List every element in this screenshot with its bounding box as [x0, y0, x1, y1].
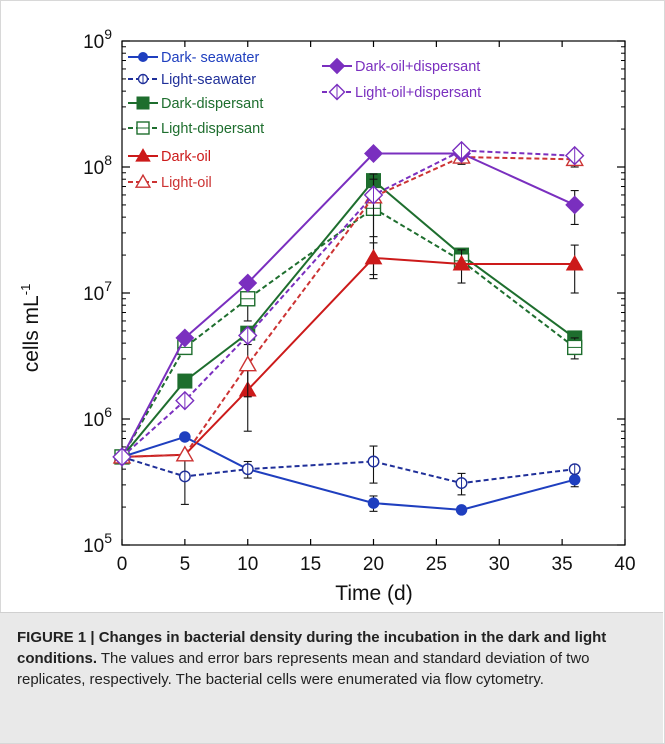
- y-tick-label: 106: [83, 404, 112, 431]
- y-tick-label-exponent: 9: [104, 26, 112, 42]
- legend-marker: [134, 173, 152, 188]
- y-tick-label-base: 10: [83, 410, 104, 431]
- x-tick-label: 35: [552, 554, 573, 575]
- y-tick-label-base: 10: [83, 284, 104, 305]
- series-line: [121, 207, 576, 458]
- x-tick-label: 25: [426, 554, 447, 575]
- x-tick-label: 15: [300, 554, 321, 575]
- y-tick-label: 108: [83, 152, 112, 179]
- legend-marker: [136, 96, 150, 110]
- legend-label: Dark-dispersant: [161, 96, 263, 112]
- y-axis-title-exponent: -1: [18, 284, 33, 296]
- y-tick-label-exponent: 8: [104, 152, 112, 168]
- data-point: [565, 254, 584, 271]
- x-tick-label: 40: [614, 554, 635, 575]
- caption-lead: FIGURE 1 | Changes in bacterial density …: [17, 629, 607, 667]
- legend-item: Light-seawater: [128, 72, 256, 88]
- legend-label: Light-oil+dispersant: [355, 85, 481, 101]
- legend-label: Dark-oil: [161, 149, 211, 165]
- y-axis-title: cells mL-1: [18, 284, 43, 373]
- legend-item: Light-oil: [128, 173, 212, 191]
- legend-item: Dark-oil: [128, 148, 211, 165]
- data-point: [238, 355, 258, 372]
- series-3: [114, 178, 583, 465]
- series-1: [116, 445, 581, 505]
- legend-item: Dark-dispersant: [128, 96, 263, 112]
- y-tick-label-exponent: 6: [104, 404, 112, 420]
- x-tick-label: 0: [117, 554, 128, 575]
- legend-label: Light-dispersant: [161, 121, 264, 137]
- series-7: [112, 140, 585, 467]
- legend-label: Light-seawater: [161, 72, 256, 88]
- legend-marker: [328, 57, 346, 75]
- series-line: [121, 152, 576, 458]
- legend-label: Dark-oil+dispersant: [355, 59, 480, 75]
- data-point: [367, 497, 380, 509]
- y-tick-label-base: 10: [83, 32, 104, 53]
- series-line: [121, 156, 575, 458]
- legend-label: Dark- seawater: [161, 50, 259, 66]
- y-tick-label: 105: [83, 530, 112, 557]
- legend-marker: [138, 52, 148, 62]
- caption-box: FIGURE 1 | Changes in bacterial density …: [0, 612, 663, 743]
- y-tick-label-base: 10: [83, 158, 104, 179]
- legend-item: Light-oil+dispersant: [322, 83, 481, 101]
- data-point: [565, 195, 585, 215]
- data-point: [177, 373, 193, 389]
- y-axis-title-base: cells mL: [20, 295, 43, 372]
- x-tick-label: 10: [237, 554, 258, 575]
- x-tick-label: 30: [489, 554, 510, 575]
- series-5: [112, 147, 584, 464]
- data-point: [568, 473, 581, 486]
- data-point: [175, 328, 195, 348]
- figure-caption: FIGURE 1 | Changes in bacterial density …: [17, 627, 647, 690]
- data-point: [364, 144, 383, 163]
- series-6: [112, 144, 585, 467]
- y-tick-label-base: 10: [83, 536, 104, 557]
- series-2: [114, 173, 583, 465]
- data-point: [179, 431, 191, 443]
- legend-item: Dark- seawater: [128, 50, 259, 66]
- legend-item: Light-dispersant: [128, 121, 264, 137]
- y-tick-label: 109: [83, 26, 112, 53]
- y-tick-label-exponent: 5: [104, 530, 112, 546]
- data-point: [455, 504, 468, 516]
- data-point: [175, 445, 195, 462]
- series-line: [121, 179, 576, 458]
- x-axis-title: Time (d): [335, 582, 412, 605]
- caption-body: The values and error bars represents mea…: [17, 650, 590, 688]
- legend-label: Light-oil: [161, 175, 212, 191]
- x-tick-label: 20: [363, 554, 384, 575]
- data-point: [238, 273, 258, 293]
- legend-marker: [135, 148, 151, 162]
- data-point: [452, 254, 471, 271]
- x-tick-label: 5: [180, 554, 191, 575]
- y-tick-label-exponent: 7: [104, 278, 112, 294]
- series-line: [121, 435, 575, 511]
- data-point: [364, 248, 383, 265]
- legend-item: Dark-oil+dispersant: [322, 57, 480, 75]
- y-tick-label: 107: [83, 278, 112, 305]
- series-line: [121, 455, 575, 485]
- series-line: [121, 149, 575, 458]
